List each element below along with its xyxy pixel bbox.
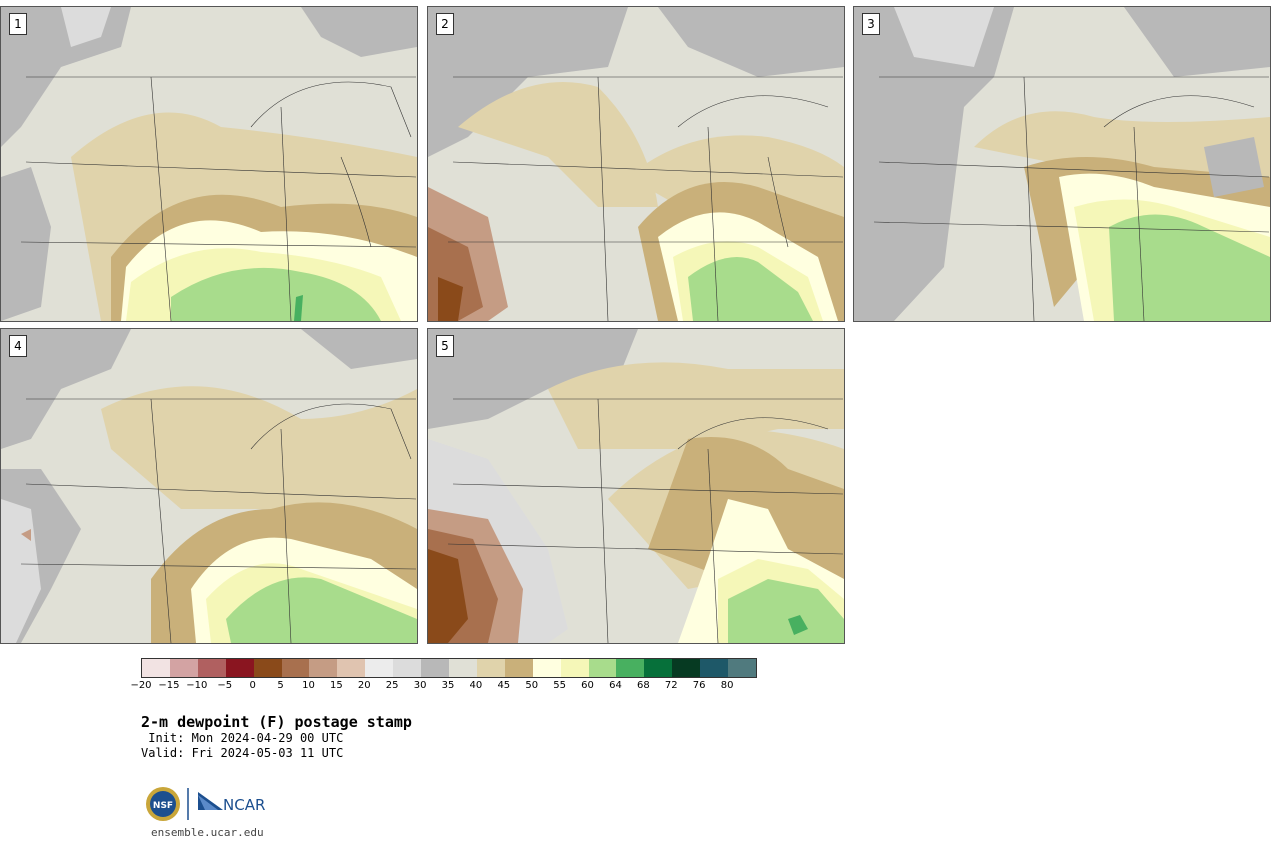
logos: NSF NCAR: [146, 787, 265, 821]
colorbar-tick-label: 64: [609, 680, 622, 691]
colorbar-swatch: [281, 659, 310, 677]
dewpoint-map-5: [428, 329, 844, 643]
map-panel-4: 4: [0, 328, 418, 644]
panel-label: 3: [862, 13, 880, 35]
colorbar-tick-label: 72: [664, 680, 678, 691]
colorbar-swatch: [588, 659, 617, 677]
colorbar-tick-label: 35: [441, 680, 455, 691]
colorbar-tick-label: 45: [497, 680, 511, 691]
colorbar-swatch: [142, 659, 170, 677]
colorbar-tick-label: 0: [249, 680, 256, 691]
colorbar-tick-label: 68: [636, 680, 650, 691]
website-link[interactable]: ensemble.ucar.edu: [151, 826, 264, 839]
colorbar-swatch: [728, 659, 756, 677]
colorbar-swatch: [169, 659, 198, 677]
colorbar-tick-label: 5: [277, 680, 284, 691]
colorbar-tick-label: 25: [385, 680, 399, 691]
colorbar-tick-label: −10: [186, 680, 208, 691]
colorbar-tick-label: 76: [692, 680, 706, 691]
colorbar-swatch: [504, 659, 533, 677]
map-panel-2: 2: [427, 6, 845, 322]
colorbar-swatch: [309, 659, 338, 677]
colorbar-tick-label: 60: [581, 680, 594, 691]
colorbar-swatch: [225, 659, 254, 677]
panel-label: 5: [436, 335, 454, 357]
colorbar-swatch: [393, 659, 422, 677]
colorbar-swatch: [560, 659, 589, 677]
colorbar-tick-label: 30: [413, 680, 427, 691]
colorbar-tick-label: −15: [158, 680, 180, 691]
nsf-logo: NSF: [146, 787, 180, 821]
dewpoint-map-2: [428, 7, 844, 321]
dewpoint-map-4: [1, 329, 417, 643]
svg-text:NSF: NSF: [153, 801, 173, 811]
panel-label: 2: [436, 13, 454, 35]
colorbar-tick-label: −20: [130, 680, 152, 691]
colorbar-tick-label: 15: [329, 680, 343, 691]
ncar-logo: NCAR: [198, 792, 265, 814]
map-panel-1: 1: [0, 6, 418, 322]
panel-label: 4: [9, 335, 27, 357]
valid-time: Valid: Fri 2024-05-03 11 UTC: [141, 746, 344, 760]
colorbar-tick-label: 40: [469, 680, 483, 691]
colorbar-tick-label: 80: [720, 680, 734, 691]
colorbar-tick-label: 10: [302, 680, 315, 691]
colorbar-swatch: [616, 659, 645, 677]
dewpoint-map-3: [854, 7, 1270, 321]
colorbar-swatch: [448, 659, 477, 677]
colorbar-tick-label: 50: [525, 680, 539, 691]
map-panel-3: 3: [853, 6, 1271, 322]
svg-text:NCAR: NCAR: [223, 796, 265, 814]
colorbar-ticks: −20 −15 −10 −5 0 5 10 15 20 25 30 35 40 45 50 55 60 64 68 7…: [130, 680, 755, 694]
dewpoint-map-1: [1, 7, 417, 321]
colorbar-tick-label: 55: [553, 680, 566, 691]
colorbar-swatch: [421, 659, 449, 677]
colorbar-swatch: [644, 659, 673, 677]
colorbar-swatch: [197, 659, 226, 677]
colorbar: [141, 658, 757, 678]
colorbar-swatch: [532, 659, 561, 677]
colorbar-swatch: [365, 659, 394, 677]
colorbar-swatch: [700, 659, 729, 677]
init-time: Init: Mon 2024-04-29 00 UTC: [141, 731, 344, 745]
chart-title: 2-m dewpoint (F) postage stamp: [141, 713, 412, 731]
colorbar-tick-label: −5: [217, 680, 233, 691]
map-panel-5: 5: [427, 328, 845, 644]
colorbar-swatch: [253, 659, 282, 677]
colorbar-tick-label: 20: [357, 680, 371, 691]
colorbar-swatch: [476, 659, 505, 677]
panel-label: 1: [9, 13, 27, 35]
colorbar-swatch: [337, 659, 366, 677]
colorbar-swatch: [672, 659, 701, 677]
